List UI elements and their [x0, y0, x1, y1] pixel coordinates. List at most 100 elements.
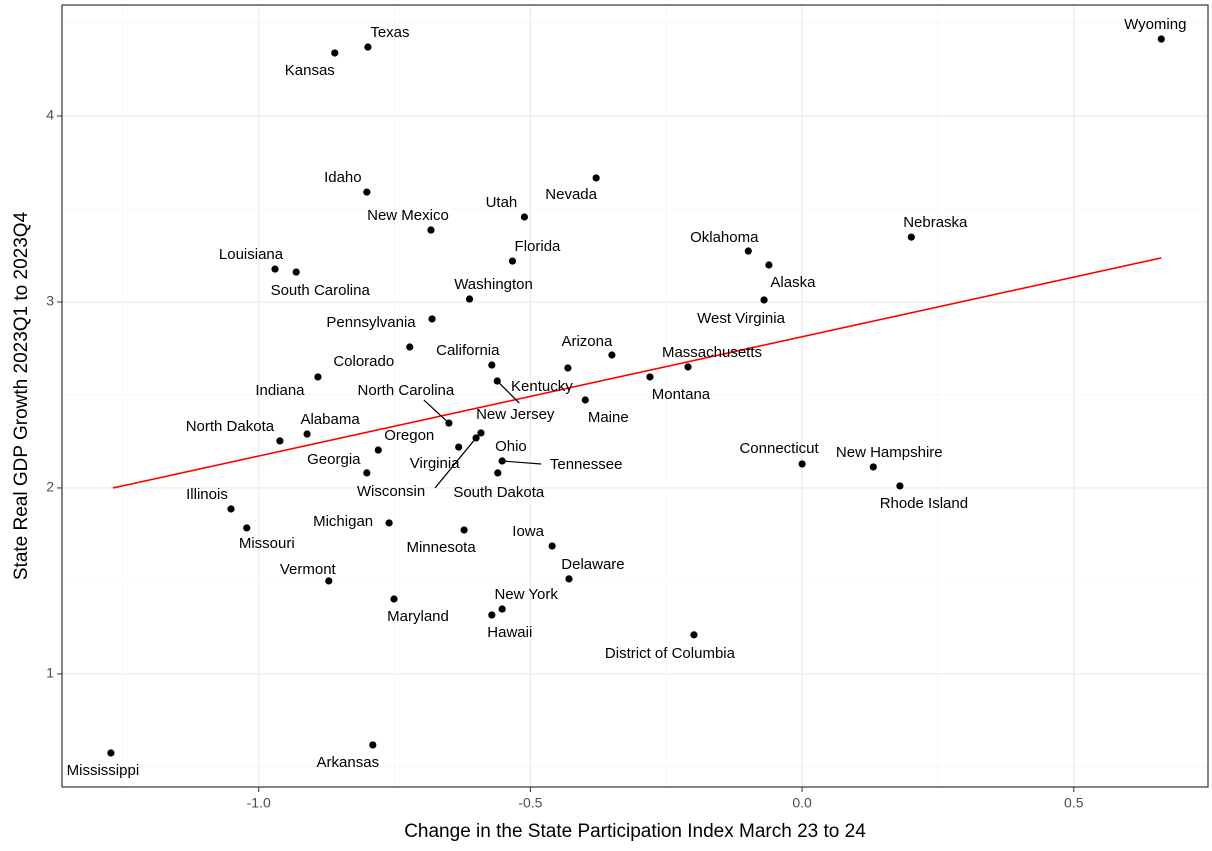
point-label: Washington [454, 276, 533, 293]
point [460, 526, 468, 534]
point [406, 343, 414, 351]
point-label: Virginia [410, 455, 460, 472]
leader-line [423, 399, 450, 424]
x-tick-label: 0.5 [1064, 795, 1084, 811]
point-label: Colorado [333, 353, 394, 370]
point-label: New Hampshire [836, 444, 943, 461]
x-axis-title: Change in the State Participation Index … [404, 821, 866, 842]
point-label: Montana [652, 386, 711, 403]
leader-line [496, 380, 520, 404]
point-label: North Carolina [358, 382, 455, 399]
point-label: Louisiana [219, 246, 284, 263]
point-label: Arkansas [317, 754, 380, 771]
point-label: Hawaii [487, 624, 532, 641]
point [243, 524, 251, 532]
point [472, 434, 480, 442]
point [331, 49, 339, 57]
point-label: Missouri [239, 535, 295, 552]
point [760, 296, 768, 304]
point [798, 460, 806, 468]
point [508, 257, 517, 265]
point [744, 247, 752, 255]
point [548, 542, 556, 550]
point-label: Maryland [387, 608, 449, 625]
point [765, 261, 773, 269]
point-label: Indiana [255, 382, 305, 399]
trend-line [112, 257, 1162, 489]
point-label: Maine [588, 409, 629, 426]
point-label: Mississippi [67, 762, 140, 779]
point [363, 188, 371, 196]
point [494, 469, 502, 477]
point [455, 443, 463, 451]
y-axis-title: State Real GDP Growth 2023Q1 to 2023Q4 [11, 211, 32, 580]
point-label: Minnesota [406, 539, 476, 556]
point-label: Illinois [186, 486, 228, 503]
point [363, 469, 371, 477]
point-label: Kansas [285, 62, 335, 79]
point-label: West Virginia [697, 310, 785, 327]
point-label: Alaska [770, 274, 816, 291]
point-label: Wyoming [1124, 16, 1186, 33]
point-label: Florida [515, 238, 562, 255]
point-label: Alabama [300, 411, 360, 428]
point [592, 174, 600, 182]
point [364, 43, 372, 51]
point-label: Massachusetts [662, 344, 762, 361]
point [564, 364, 572, 372]
point-label: Idaho [324, 169, 362, 186]
point [684, 363, 692, 371]
point-label: South Dakota [453, 484, 545, 501]
point [896, 482, 904, 490]
y-tick-label: 3 [46, 293, 54, 309]
point [107, 749, 115, 757]
point-label: Nebraska [903, 214, 968, 231]
point-label: Oregon [384, 427, 434, 444]
point-label: District of Columbia [605, 645, 736, 662]
point [445, 419, 453, 427]
point [581, 396, 589, 404]
point [477, 429, 485, 437]
x-tick-label: 0.0 [792, 795, 812, 811]
point [227, 505, 235, 513]
leader-line [502, 460, 542, 465]
point-label: Wisconsin [357, 483, 425, 500]
x-tick-label: -0.5 [518, 795, 542, 811]
point-label: Iowa [512, 523, 544, 540]
point-label: Delaware [561, 556, 624, 573]
point [488, 611, 496, 619]
point [465, 295, 474, 303]
point [493, 377, 501, 385]
point [498, 457, 506, 465]
point [271, 265, 279, 273]
y-tick-label: 4 [46, 107, 54, 123]
point [869, 463, 877, 471]
point-label: Pennsylvania [326, 314, 416, 331]
point [646, 373, 654, 381]
point [390, 595, 398, 603]
point [292, 268, 300, 276]
point-label: North Dakota [186, 418, 275, 435]
point [1157, 35, 1165, 43]
point-label: Vermont [280, 561, 337, 578]
plot-border [61, 4, 1209, 788]
point [385, 519, 393, 527]
point [427, 226, 435, 234]
x-tick-label: -1.0 [247, 795, 271, 811]
point-label: Connecticut [739, 440, 819, 457]
point [369, 741, 377, 749]
point-label: New Mexico [367, 207, 449, 224]
point [374, 446, 382, 454]
point [314, 373, 322, 381]
point-label: New York [494, 586, 558, 603]
point [276, 437, 284, 445]
point-label: Nevada [545, 186, 597, 203]
point [565, 575, 573, 583]
y-tick-label: 2 [46, 479, 54, 495]
point [498, 605, 506, 613]
point-label: Utah [486, 194, 518, 211]
point [428, 315, 436, 323]
point-label: Michigan [313, 513, 373, 530]
y-tick-label: 1 [46, 665, 54, 681]
